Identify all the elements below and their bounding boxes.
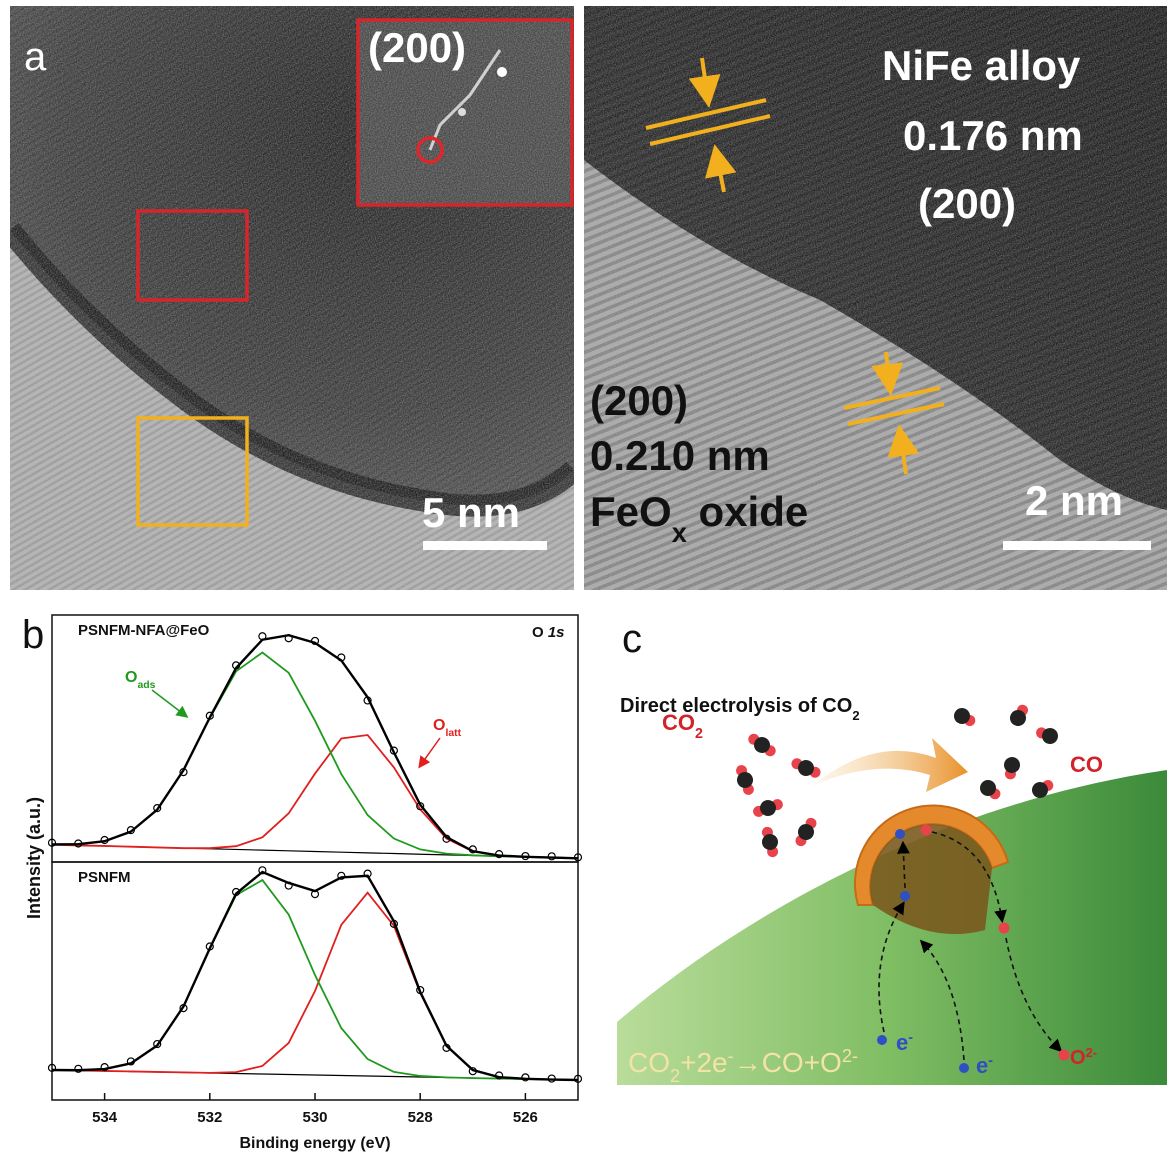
oxygen xyxy=(999,923,1010,934)
x-tick-label: 528 xyxy=(408,1109,433,1126)
phase-label: NiFe alloy xyxy=(882,42,1081,89)
text-part: 2 xyxy=(695,726,703,742)
x-tick-label: 526 xyxy=(513,1109,538,1126)
fft-spot xyxy=(497,67,507,77)
panel-label: c xyxy=(622,617,642,661)
scale-label: 5 nm xyxy=(422,489,520,536)
curve xyxy=(52,893,578,1080)
curve xyxy=(52,735,578,858)
text-part: +2e xyxy=(680,1047,728,1078)
text-part: 2- xyxy=(1086,1045,1098,1060)
text-part: - xyxy=(908,1030,913,1046)
text-part: →CO+O xyxy=(734,1047,842,1078)
product-label: CO xyxy=(1070,752,1103,777)
x-axis-label: Binding energy (eV) xyxy=(239,1135,390,1152)
plane-label: (200) xyxy=(590,377,688,424)
flow-arrow xyxy=(812,738,968,792)
co-molecule xyxy=(977,777,1005,804)
x-tick-label: 530 xyxy=(302,1109,327,1126)
panel-label: a xyxy=(24,35,47,79)
text-part: 2 xyxy=(852,708,859,723)
peak-label: Oads xyxy=(125,669,156,691)
text-part: latt xyxy=(445,728,461,739)
text-part: O xyxy=(125,669,137,686)
co2-molecule xyxy=(732,763,758,798)
text-part: Direct electrolysis of CO xyxy=(620,695,852,717)
text-part: ads xyxy=(137,680,155,691)
co2-molecule xyxy=(791,815,820,850)
co-molecule xyxy=(951,705,978,730)
x-tick-label: 534 xyxy=(92,1109,118,1126)
subplot-title: PSNFM-NFA@FeO xyxy=(78,622,210,639)
oxygen xyxy=(1059,1050,1070,1061)
schematic-title: Direct electrolysis of CO2 xyxy=(620,695,860,723)
page: a (200) 5 nm NiFe alloy 0.176 nm (200) (… xyxy=(0,0,1167,1159)
electron xyxy=(900,891,910,901)
curve xyxy=(52,880,578,1080)
y-axis-label: Intensity (a.u.) xyxy=(24,797,44,919)
plot-frame xyxy=(52,615,578,862)
text-part: CO xyxy=(628,1047,670,1078)
text-part: 1s xyxy=(548,624,565,641)
subplot-title: PSNFM xyxy=(78,869,131,886)
scale-bar xyxy=(423,541,547,550)
electron xyxy=(895,829,905,839)
co-molecule xyxy=(1034,724,1061,747)
text-part: CO xyxy=(662,710,695,735)
co2-molecule xyxy=(745,730,780,761)
annotation-arrow xyxy=(420,738,440,766)
text-part: FeO xyxy=(590,488,672,535)
co-molecule xyxy=(1007,701,1032,728)
annotation-arrow xyxy=(152,690,186,716)
text-part: O xyxy=(1070,1047,1086,1069)
scale-bar xyxy=(1003,541,1151,550)
text-part: 2 xyxy=(670,1066,680,1086)
oxygen xyxy=(921,825,932,836)
co2-molecule xyxy=(751,795,786,821)
text-part: O xyxy=(532,624,548,641)
co-molecules xyxy=(951,701,1060,803)
electron xyxy=(959,1063,969,1073)
text-part: - xyxy=(988,1053,993,1069)
peak-label: Olatt xyxy=(433,717,462,739)
text-part: e xyxy=(896,1030,908,1055)
spacing-label: 0.210 nm xyxy=(590,432,770,479)
text-part: O xyxy=(433,717,445,734)
co2-molecule xyxy=(789,754,824,782)
co2-molecules xyxy=(732,730,823,859)
inset-label: (200) xyxy=(368,24,466,71)
co2-molecule xyxy=(758,825,781,859)
scale-label: 2 nm xyxy=(1025,477,1123,524)
text-part: e xyxy=(976,1053,988,1078)
spacing-label: 0.176 nm xyxy=(903,112,1083,159)
co-molecule xyxy=(1002,756,1022,781)
panel-label: b xyxy=(22,613,44,657)
text-part: oxide xyxy=(687,488,808,535)
fft-spot xyxy=(458,108,466,116)
electron xyxy=(877,1035,887,1045)
plane-label: (200) xyxy=(918,180,1016,227)
core-level-label: O 1s xyxy=(532,624,565,641)
x-tick-label: 532 xyxy=(197,1109,222,1126)
text-part: 2- xyxy=(842,1046,858,1066)
figure: a (200) 5 nm NiFe alloy 0.176 nm (200) (… xyxy=(0,0,1167,1159)
text-part: x xyxy=(672,517,687,548)
